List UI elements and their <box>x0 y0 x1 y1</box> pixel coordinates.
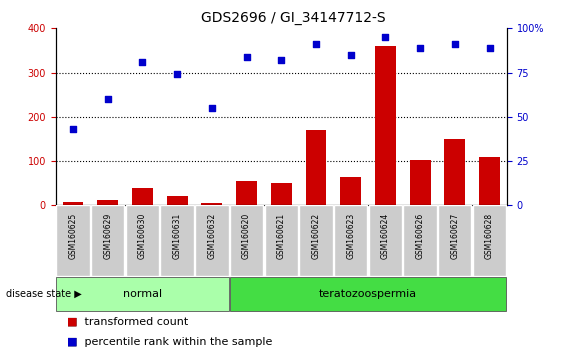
Bar <box>305 130 326 205</box>
FancyBboxPatch shape <box>56 277 229 311</box>
Text: GSM160632: GSM160632 <box>207 212 216 259</box>
Point <box>450 41 459 47</box>
Bar <box>63 202 83 205</box>
Point <box>172 72 182 77</box>
Text: GSM160625: GSM160625 <box>69 212 77 259</box>
Text: teratozoospermia: teratozoospermia <box>319 289 417 299</box>
Text: GSM160626: GSM160626 <box>415 212 425 259</box>
Text: GDS2696 / GI_34147712-S: GDS2696 / GI_34147712-S <box>200 11 386 25</box>
Text: GSM160631: GSM160631 <box>173 212 182 259</box>
Point <box>69 126 78 132</box>
FancyBboxPatch shape <box>91 205 124 276</box>
Bar <box>202 203 222 205</box>
Bar <box>410 160 431 205</box>
Text: GSM160623: GSM160623 <box>346 212 355 259</box>
Text: normal: normal <box>123 289 162 299</box>
Text: GSM160630: GSM160630 <box>138 212 147 259</box>
Bar <box>375 46 396 205</box>
Bar <box>271 183 292 205</box>
Text: GSM160621: GSM160621 <box>277 212 286 258</box>
Point <box>277 57 286 63</box>
FancyBboxPatch shape <box>126 205 159 276</box>
Point <box>242 54 251 59</box>
Point <box>311 41 321 47</box>
FancyBboxPatch shape <box>473 205 506 276</box>
Text: GSM160624: GSM160624 <box>381 212 390 259</box>
Text: disease state ▶: disease state ▶ <box>6 289 81 299</box>
Text: GSM160620: GSM160620 <box>242 212 251 259</box>
Text: GSM160627: GSM160627 <box>450 212 459 259</box>
Bar <box>444 139 465 205</box>
FancyBboxPatch shape <box>230 205 263 276</box>
Point <box>103 96 113 102</box>
FancyBboxPatch shape <box>230 277 506 311</box>
FancyBboxPatch shape <box>56 205 90 276</box>
Bar <box>97 200 118 205</box>
Text: ■: ■ <box>67 317 78 327</box>
Point <box>138 59 147 65</box>
Point <box>207 105 217 111</box>
Text: ■: ■ <box>67 337 78 347</box>
FancyBboxPatch shape <box>334 205 367 276</box>
Point <box>381 34 390 40</box>
Point <box>485 45 494 51</box>
FancyBboxPatch shape <box>403 205 437 276</box>
FancyBboxPatch shape <box>195 205 229 276</box>
Text: ■  transformed count: ■ transformed count <box>67 317 189 327</box>
Point <box>415 45 425 51</box>
FancyBboxPatch shape <box>265 205 298 276</box>
Bar <box>167 196 188 205</box>
Text: ■  percentile rank within the sample: ■ percentile rank within the sample <box>67 337 272 347</box>
Bar <box>132 188 153 205</box>
FancyBboxPatch shape <box>438 205 472 276</box>
Text: GSM160629: GSM160629 <box>103 212 113 259</box>
Text: GSM160628: GSM160628 <box>485 212 494 258</box>
Bar <box>479 156 500 205</box>
FancyBboxPatch shape <box>369 205 402 276</box>
FancyBboxPatch shape <box>299 205 333 276</box>
Text: GSM160622: GSM160622 <box>312 212 321 258</box>
Bar <box>340 177 361 205</box>
FancyBboxPatch shape <box>161 205 194 276</box>
Point <box>346 52 355 58</box>
Bar <box>236 181 257 205</box>
